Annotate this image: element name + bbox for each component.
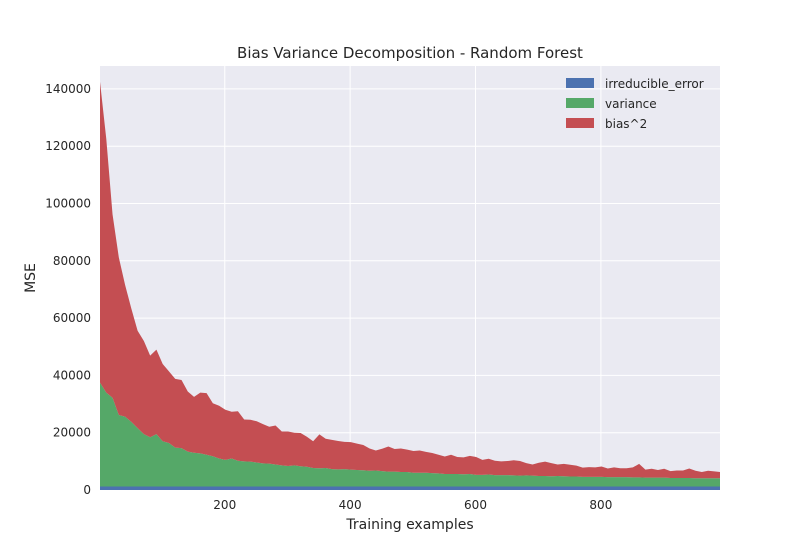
legend-swatch-bias-2 <box>566 118 594 128</box>
x-axis-ticks: 200 400 600 800 <box>213 498 612 512</box>
grid <box>100 66 720 491</box>
y-tick-label-2: 40000 <box>53 368 91 382</box>
legend-label-bias-2: bias^2 <box>605 117 647 131</box>
chart-title: Bias Variance Decomposition - Random For… <box>237 44 583 62</box>
y-tick-label-5: 100000 <box>45 197 91 211</box>
area-variance <box>100 382 720 487</box>
area-bias-2 <box>100 81 720 479</box>
y-tick-label-3: 60000 <box>53 311 91 325</box>
stacked-areas <box>100 81 720 490</box>
legend: irreducible_error variance bias^2 <box>566 77 704 131</box>
legend-label-variance: variance <box>605 97 657 111</box>
legend-swatch-irreducible-error <box>566 78 594 88</box>
legend-swatch-variance <box>566 98 594 108</box>
x-tick-label-3: 800 <box>589 498 612 512</box>
y-tick-label-0: 0 <box>83 483 91 497</box>
y-axis-ticks: 0 20000 40000 60000 80000 100000 120000 140000 <box>45 82 91 497</box>
x-tick-label-2: 600 <box>464 498 487 512</box>
y-tick-label-4: 80000 <box>53 254 91 268</box>
y-tick-label-7: 140000 <box>45 82 91 96</box>
area-irreducible-error <box>100 486 720 490</box>
legend-label-irreducible-error: irreducible_error <box>605 77 704 91</box>
y-axis-label: MSE <box>23 263 39 293</box>
x-axis-label: Training examples <box>345 517 473 533</box>
x-tick-label-0: 200 <box>213 498 236 512</box>
y-tick-label-6: 120000 <box>45 139 91 153</box>
y-tick-label-1: 20000 <box>53 426 91 440</box>
x-tick-label-1: 400 <box>339 498 362 512</box>
